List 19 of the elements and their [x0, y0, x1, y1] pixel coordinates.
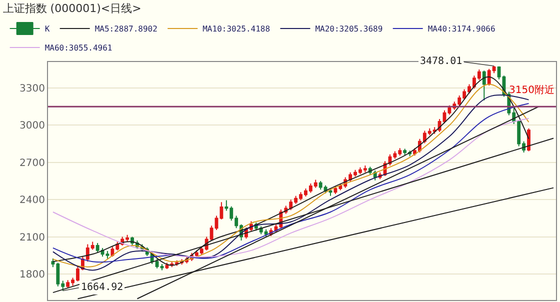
y-tick-label: 1800 — [20, 269, 45, 280]
annotation: 3478.01 — [420, 56, 462, 67]
legend-label: MA20:3205.3689 — [315, 24, 383, 34]
legend-label: MA5:2887.8902 — [94, 24, 158, 34]
y-tick-label: 3000 — [20, 120, 45, 132]
y-tick-label: 2100 — [20, 232, 45, 244]
legend-label: MA40:3174.9066 — [428, 24, 496, 34]
y-tick-label: 2400 — [20, 195, 45, 206]
y-tick-label: 2700 — [20, 158, 45, 169]
annotation: 1664.92 — [81, 282, 124, 293]
legend-label: MA10:3025.4188 — [202, 24, 270, 34]
chart-title: 上证指数 (000001)<日线> — [2, 2, 142, 16]
candlestick — [106, 250, 110, 259]
legend-label: K — [44, 24, 50, 34]
candlestick — [220, 202, 224, 220]
candlestick — [482, 70, 486, 101]
y-tick-label: 3300 — [20, 84, 45, 95]
legend-label: MA60:3055.4961 — [44, 44, 112, 53]
ref-line-label: 3150附近 — [509, 84, 554, 96]
